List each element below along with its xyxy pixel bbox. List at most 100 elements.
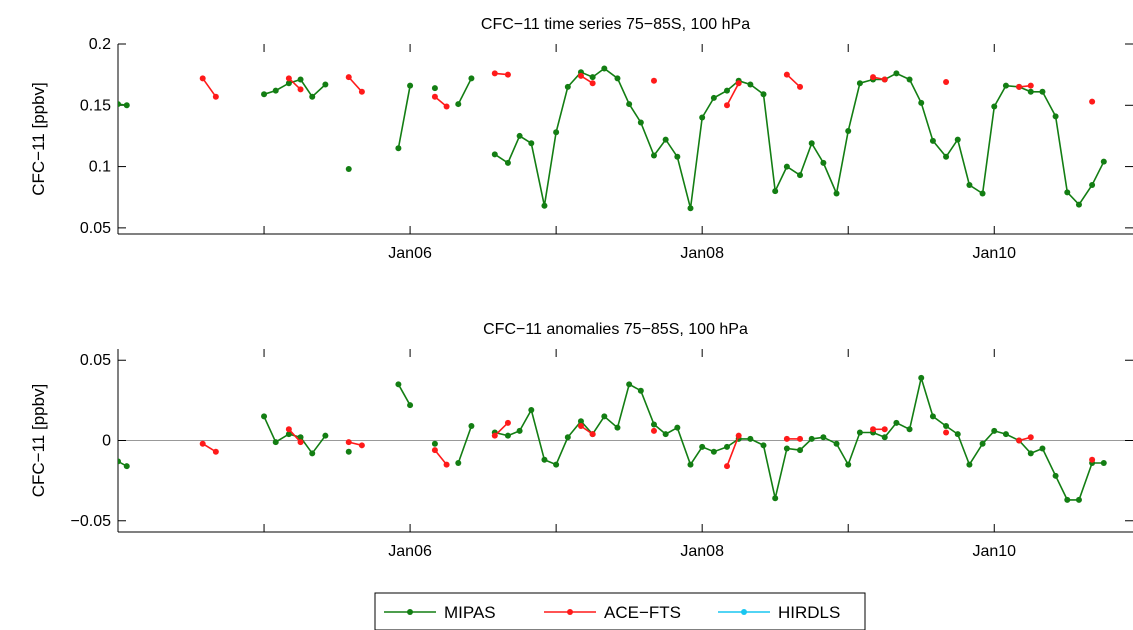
x-tick-label: Jan06 bbox=[388, 245, 432, 262]
mipas-point bbox=[431, 440, 438, 447]
chart-title: CFC−11 anomalies 75−85S, 100 hPa bbox=[483, 321, 748, 338]
mipas-point bbox=[966, 461, 973, 468]
mipas-point bbox=[845, 461, 852, 468]
y-tick-label: −0.05 bbox=[71, 513, 112, 530]
ace-fts-point bbox=[589, 80, 596, 87]
x-tick-label: Jan10 bbox=[972, 543, 1016, 560]
ace-fts-point bbox=[443, 103, 450, 110]
mipas-point bbox=[1039, 88, 1046, 95]
mipas-point bbox=[491, 151, 498, 158]
plot-area bbox=[118, 374, 1107, 503]
legend-marker-hirdls bbox=[741, 609, 747, 615]
mipas-point bbox=[710, 448, 717, 455]
mipas-point bbox=[662, 431, 669, 438]
mipas-point bbox=[1039, 445, 1046, 452]
mipas-point bbox=[504, 432, 511, 439]
ace-fts-point bbox=[491, 432, 498, 439]
mipas-point bbox=[395, 381, 402, 388]
mipas-point bbox=[783, 163, 790, 170]
mipas-point bbox=[468, 75, 475, 82]
mipas-point bbox=[1089, 181, 1096, 188]
mipas-point bbox=[297, 76, 304, 83]
mipas-point bbox=[662, 136, 669, 143]
legend-label-ace-fts: ACE−FTS bbox=[604, 603, 681, 622]
legend-label-hirdls: HIRDLS bbox=[778, 603, 840, 622]
y-tick-label: 0.2 bbox=[89, 36, 111, 53]
mipas-point bbox=[309, 93, 316, 100]
mipas-point bbox=[516, 427, 523, 434]
ace-fts-point bbox=[724, 463, 730, 470]
ace-fts-point bbox=[199, 440, 206, 447]
mipas-point bbox=[1027, 88, 1034, 95]
mipas-point bbox=[118, 458, 121, 465]
mipas-point bbox=[918, 99, 925, 106]
mipas-point bbox=[455, 101, 462, 108]
ace-fts-point bbox=[870, 74, 877, 81]
mipas-point bbox=[272, 87, 279, 94]
mipas-line bbox=[397, 383, 411, 406]
ace-fts-point bbox=[1027, 434, 1034, 441]
mipas-point bbox=[760, 91, 767, 98]
x-tick-label: Jan06 bbox=[388, 543, 432, 560]
ace-fts-point bbox=[943, 79, 950, 85]
ace-fts-point bbox=[1027, 82, 1034, 89]
mipas-point bbox=[407, 402, 414, 409]
mipas-point bbox=[309, 450, 316, 457]
legend-label-mipas: MIPAS bbox=[444, 603, 496, 622]
mipas-point bbox=[626, 101, 633, 108]
mipas-point bbox=[345, 448, 352, 455]
mipas-point bbox=[724, 443, 730, 450]
mipas-point bbox=[820, 434, 827, 441]
ace-fts-point bbox=[297, 439, 304, 446]
mipas-point bbox=[747, 81, 754, 88]
mipas-series bbox=[118, 374, 1107, 503]
ace-fts-point bbox=[943, 429, 950, 436]
ace-fts-point bbox=[797, 83, 804, 90]
ace-fts-point bbox=[577, 72, 584, 79]
ace-fts-point bbox=[1016, 83, 1023, 90]
mipas-point bbox=[601, 65, 608, 72]
ace-fts-point bbox=[783, 71, 790, 78]
mipas-point bbox=[468, 423, 475, 430]
mipas-point bbox=[1002, 82, 1009, 89]
legend-marker-ace-fts bbox=[567, 609, 573, 615]
ace-fts-line bbox=[494, 422, 509, 437]
anomalies-panel: −0.05 0 0.05 Jan06 Jan08 Jan10 CFC−11 anomalie… bbox=[29, 321, 1133, 560]
mipas-point bbox=[674, 153, 681, 160]
mipas-point bbox=[991, 427, 998, 434]
mipas-point bbox=[553, 129, 560, 136]
y-tick-label: 0.15 bbox=[80, 97, 111, 114]
y-tick-label: 0.05 bbox=[80, 352, 111, 369]
ace-fts-point bbox=[345, 439, 352, 446]
mipas-point bbox=[601, 413, 608, 420]
mipas-point bbox=[118, 101, 121, 108]
y-tick-label: 0 bbox=[102, 433, 111, 450]
mipas-point bbox=[589, 74, 596, 81]
mipas-point bbox=[553, 461, 560, 468]
mipas-point bbox=[699, 114, 706, 121]
mipas-series bbox=[118, 65, 1107, 212]
mipas-point bbox=[881, 434, 888, 441]
mipas-point bbox=[637, 387, 644, 394]
ace-fts-point bbox=[504, 71, 511, 78]
ace-fts-point bbox=[212, 93, 219, 100]
mipas-point bbox=[285, 80, 292, 87]
mipas-point bbox=[541, 202, 548, 209]
mipas-point bbox=[345, 166, 352, 173]
mipas-point bbox=[808, 140, 815, 147]
mipas-point bbox=[797, 447, 804, 454]
ace-fts-point bbox=[724, 102, 730, 109]
mipas-point bbox=[760, 442, 767, 449]
mipas-point bbox=[541, 456, 548, 463]
mipas-point bbox=[528, 407, 535, 413]
y-tick-label: 0.05 bbox=[80, 220, 111, 237]
ace-fts-point bbox=[650, 427, 657, 434]
mipas-point bbox=[1100, 459, 1107, 466]
mipas-point bbox=[261, 91, 268, 98]
mipas-point bbox=[772, 188, 779, 195]
mipas-point bbox=[614, 75, 621, 82]
mipas-point bbox=[710, 94, 717, 101]
mipas-point bbox=[808, 435, 815, 442]
mipas-point bbox=[455, 459, 462, 466]
